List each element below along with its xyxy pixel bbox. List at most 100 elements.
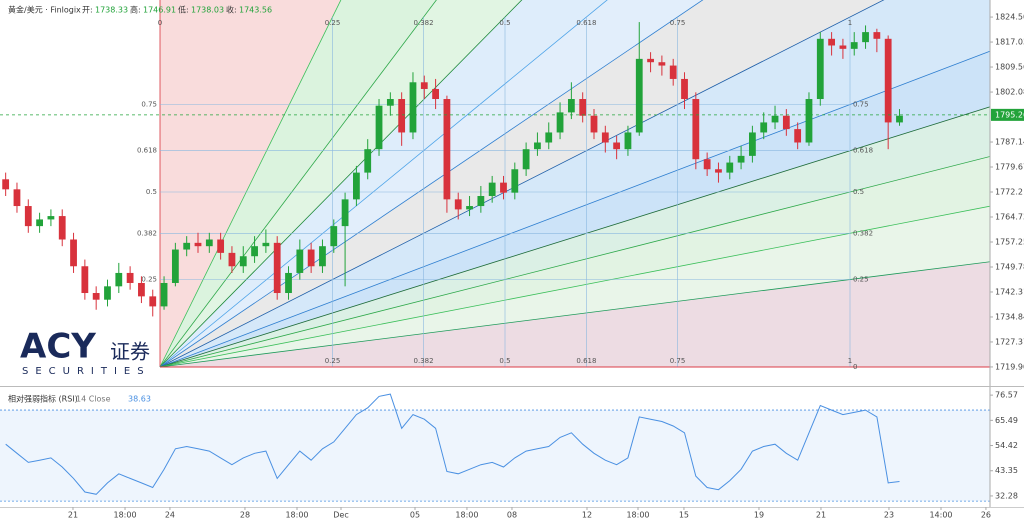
candle-body: [816, 38, 824, 100]
candle-body: [217, 239, 225, 253]
candle-body: [81, 266, 89, 294]
candle-body: [749, 132, 756, 156]
y-tick-label: 1764.73: [995, 212, 1024, 221]
info-label: 收:: [226, 5, 237, 15]
candle-body: [239, 256, 247, 267]
fan-line: [159, 0, 437, 368]
y-tick-label: 1757.25: [995, 238, 1024, 247]
x-tick-label: 18:00: [285, 511, 308, 518]
candle-body: [737, 155, 745, 163]
last-price-label: 1795.26: [995, 110, 1024, 119]
info-label: 低:: [178, 5, 189, 15]
watermark: ACY 证券 SECURITIES: [20, 327, 151, 378]
y-tick-label: 1719.90: [995, 362, 1024, 371]
candle-body: [647, 58, 654, 63]
fan-label-right: 0.75: [853, 101, 869, 109]
candle-body: [896, 115, 903, 123]
x-tick-label: 21: [816, 511, 826, 518]
last-price-box: [991, 108, 1024, 121]
fan-label-right: 0.25: [853, 276, 869, 284]
fan-label-bottom: 0.618: [576, 357, 596, 365]
candle-body: [669, 65, 677, 79]
fan-label-left: 0.618: [137, 147, 157, 155]
candle-body: [70, 239, 77, 267]
fan-label-top: 1: [848, 19, 852, 27]
fan-line: [159, 0, 342, 368]
candle-body: [420, 82, 428, 89]
fan-line: [159, 156, 990, 368]
candle-body: [330, 226, 338, 247]
fan-label-right: 0.5: [853, 188, 864, 196]
candle-body: [341, 199, 349, 227]
x-tick-label: 26: [981, 511, 991, 518]
y-tick-label: 1779.67: [995, 163, 1024, 172]
candle-body: [183, 242, 191, 250]
candle-body: [307, 249, 315, 267]
x-tick-label: 12: [582, 511, 592, 518]
fan-label-top: 0.382: [414, 19, 434, 27]
rsi-y-tick-label: 76.57: [995, 391, 1018, 400]
candle-body: [205, 239, 213, 247]
info-value: 1743.56: [239, 6, 272, 15]
candle-body: [511, 169, 519, 193]
fan-label-left: 0.25: [141, 276, 157, 284]
fan-label-top: 0: [158, 19, 162, 27]
fan-label-left: 0.75: [141, 101, 157, 109]
candle-body: [432, 88, 439, 100]
x-tick-label: 23: [884, 511, 894, 518]
y-tick-label: 1734.84: [995, 312, 1024, 321]
brand-cn: 证券: [110, 340, 150, 364]
candle-body: [149, 296, 157, 307]
candle-body: [477, 196, 485, 207]
brand-sub: SECURITIES: [22, 366, 151, 377]
rsi-title: 相对强弱指标 (RSI): [8, 394, 78, 404]
y-tick-label: 1824.50: [995, 13, 1024, 22]
fan-label-top: 0.5: [499, 19, 510, 27]
price-plot: [0, 22, 990, 317]
info-label: 高:: [130, 5, 141, 15]
candle-body: [126, 272, 134, 283]
info-value: 1738.03: [191, 6, 224, 15]
rsi-plot: [0, 393, 990, 502]
candle-body: [375, 105, 383, 150]
rsi-y-tick-label: 43.35: [995, 466, 1018, 475]
fan-line: [159, 0, 885, 368]
fan-line: [159, 0, 523, 368]
rsi-y-tick-label: 32.28: [995, 491, 1018, 500]
candle-body: [828, 38, 835, 46]
candle-body: [409, 82, 417, 133]
x-tick-label: 18:00: [455, 511, 478, 518]
brand: ACY: [20, 327, 96, 367]
candle-body: [92, 293, 100, 300]
candle-body: [466, 206, 473, 210]
candle-body: [715, 169, 722, 173]
rsi-y-tick-label: 65.49: [995, 416, 1018, 425]
candle-body: [488, 182, 496, 197]
fan-label-left: 0.5: [146, 188, 157, 196]
fan-label-top: 0.75: [670, 19, 686, 27]
x-tick-label: 05: [410, 511, 420, 518]
candle-body: [58, 216, 66, 240]
x-tick-label: 28: [240, 511, 250, 518]
candle-body: [171, 249, 179, 283]
info-label: 开:: [82, 6, 93, 15]
candle-body: [771, 115, 779, 123]
candle-body: [47, 216, 55, 220]
gann-fan: 0 0 0.25 0.25 0.25 0.25 0.382 0.382 0.382 0.382 0.…: [137, 0, 990, 371]
y-tick-label: 1727.37: [995, 337, 1024, 346]
candle-body: [613, 142, 621, 150]
fan-label-right: 0.382: [853, 229, 873, 237]
candle-body: [703, 159, 711, 170]
header: 黄金/美元 · Finlogix 相对强弱指标 (RSI) 14 Close 3…: [8, 5, 272, 404]
candle-body: [658, 62, 666, 66]
candle-body: [24, 206, 32, 227]
x-tick-label: 08: [507, 511, 517, 518]
rsi-line: [5, 393, 900, 495]
y-tick-label: 1749.78: [995, 262, 1024, 271]
x-tick-label: 19: [754, 511, 764, 518]
candle-body: [590, 115, 598, 133]
candle-body: [624, 132, 632, 150]
x-tick-label: 15: [679, 511, 689, 518]
